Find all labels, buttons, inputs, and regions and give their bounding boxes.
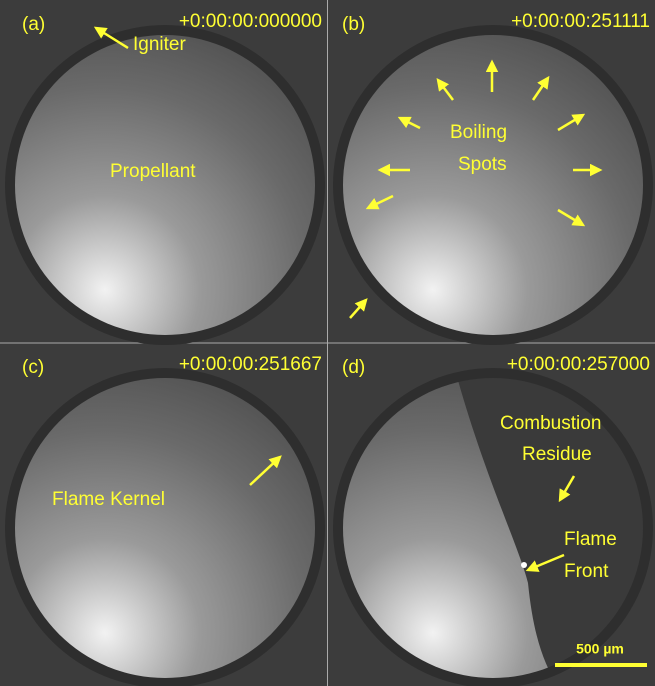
flame-front (521, 562, 527, 568)
annotation: Flame Kernel (52, 489, 165, 510)
scale-bar-label: 500 µm (576, 641, 624, 657)
timestamp: +0:00:00:251111 (511, 11, 650, 32)
annotation: Propellant (110, 161, 196, 182)
timestamp: +0:00:00:000000 (179, 11, 322, 32)
annotation: Combustion (500, 413, 601, 434)
figure: (a) +0:00:00:000000 Igniter Propellant (… (0, 0, 655, 686)
panel-label: (d) (342, 357, 365, 378)
annotation: Flame (564, 529, 617, 550)
propellant (15, 378, 315, 678)
annotation: Boiling (450, 122, 507, 143)
timestamp: +0:00:00:251667 (179, 354, 322, 375)
annotation: Front (564, 561, 609, 582)
annotation: Spots (458, 154, 507, 175)
annotation: Residue (522, 444, 592, 465)
scale-bar (555, 663, 647, 667)
panel-label: (c) (22, 357, 44, 378)
propellant (15, 35, 315, 335)
panel-label: (a) (22, 14, 45, 35)
panel-label: (b) (342, 14, 365, 35)
annotation: Igniter (133, 34, 186, 55)
timestamp: +0:00:00:257000 (507, 354, 650, 375)
